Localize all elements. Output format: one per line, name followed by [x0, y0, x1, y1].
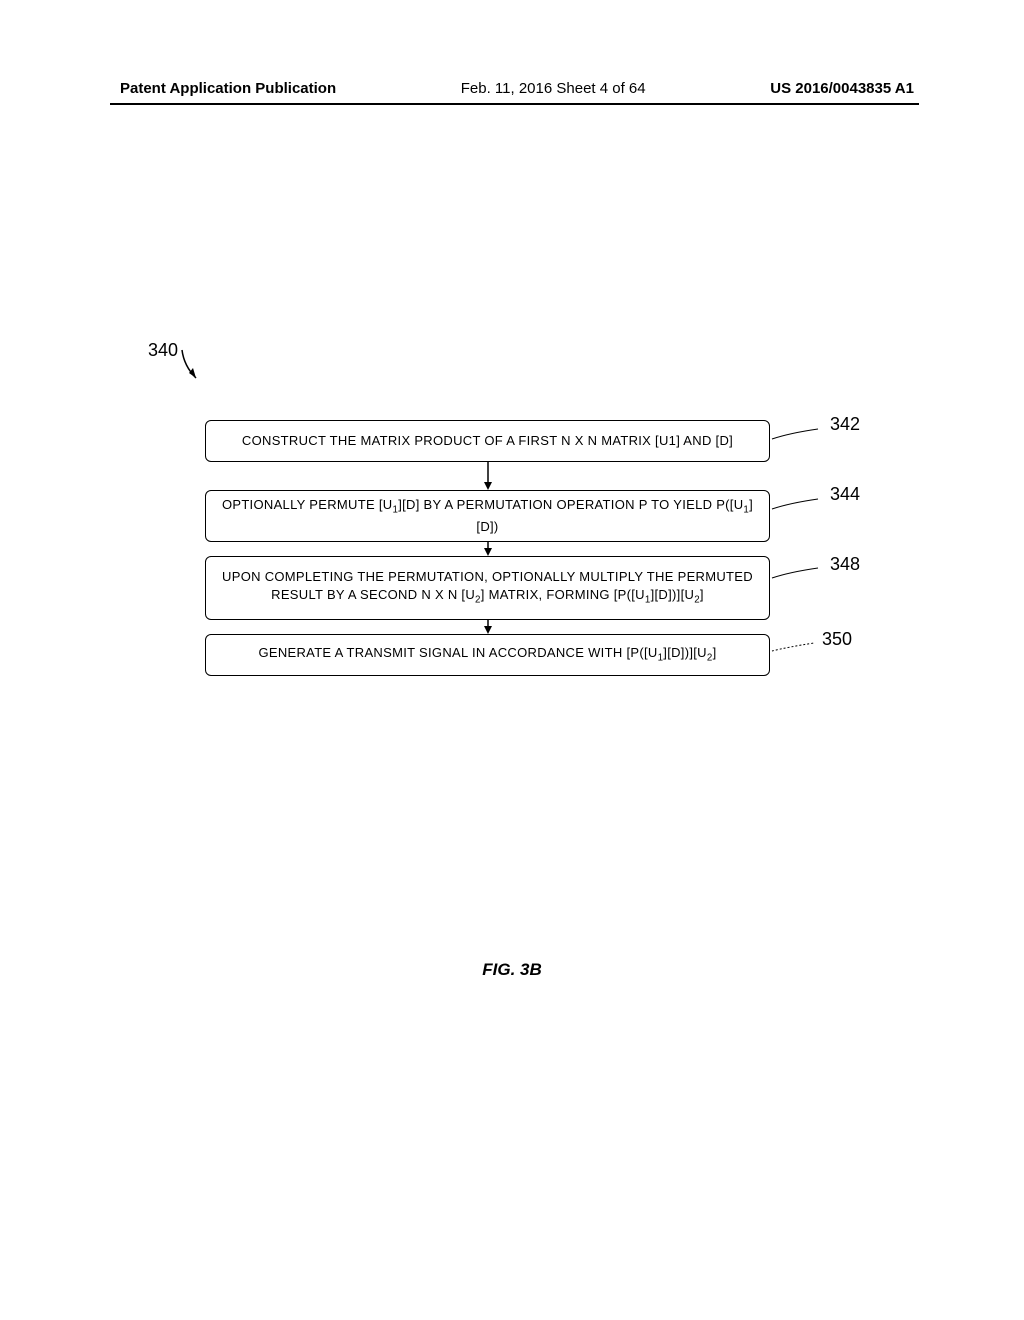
header-patent-number: US 2016/0043835 A1 — [770, 80, 914, 97]
flow-text-344: OPTIONALLY PERMUTE [U1][D] BY A PERMUTAT… — [216, 496, 759, 535]
leader-line-icon — [770, 425, 825, 455]
reference-num-348: 348 — [830, 554, 860, 575]
page-header: Patent Application Publication Feb. 11, … — [0, 80, 1024, 97]
flowchart-container: CONSTRUCT THE MATRIX PRODUCT OF A FIRST … — [205, 420, 770, 676]
flow-box-344: OPTIONALLY PERMUTE [U1][D] BY A PERMUTAT… — [205, 490, 770, 542]
connector-arrow — [205, 462, 770, 490]
connector-arrow — [205, 620, 770, 634]
header-publication: Patent Application Publication — [120, 80, 336, 97]
flow-text-348: UPON COMPLETING THE PERMUTATION, OPTIONA… — [216, 568, 759, 607]
flow-text-350: GENERATE A TRANSMIT SIGNAL IN ACCORDANCE… — [258, 644, 716, 665]
leader-line-icon — [770, 637, 825, 667]
flow-box-342: CONSTRUCT THE MATRIX PRODUCT OF A FIRST … — [205, 420, 770, 462]
flow-box-348: UPON COMPLETING THE PERMUTATION, OPTIONA… — [205, 556, 770, 620]
reference-num-344: 344 — [830, 484, 860, 505]
flow-text-342: CONSTRUCT THE MATRIX PRODUCT OF A FIRST … — [242, 432, 733, 450]
header-divider — [110, 103, 919, 105]
leader-line-icon — [770, 564, 825, 594]
reference-num-342: 342 — [830, 414, 860, 435]
connector-arrow — [205, 542, 770, 556]
reference-num-350: 350 — [822, 629, 852, 650]
header-date-sheet: Feb. 11, 2016 Sheet 4 of 64 — [461, 80, 646, 97]
reference-label-340: 340 — [148, 340, 178, 361]
leader-line-icon — [770, 495, 825, 525]
reference-arrow-icon — [176, 348, 206, 384]
flow-box-350: GENERATE A TRANSMIT SIGNAL IN ACCORDANCE… — [205, 634, 770, 676]
figure-caption: FIG. 3B — [0, 960, 1024, 980]
